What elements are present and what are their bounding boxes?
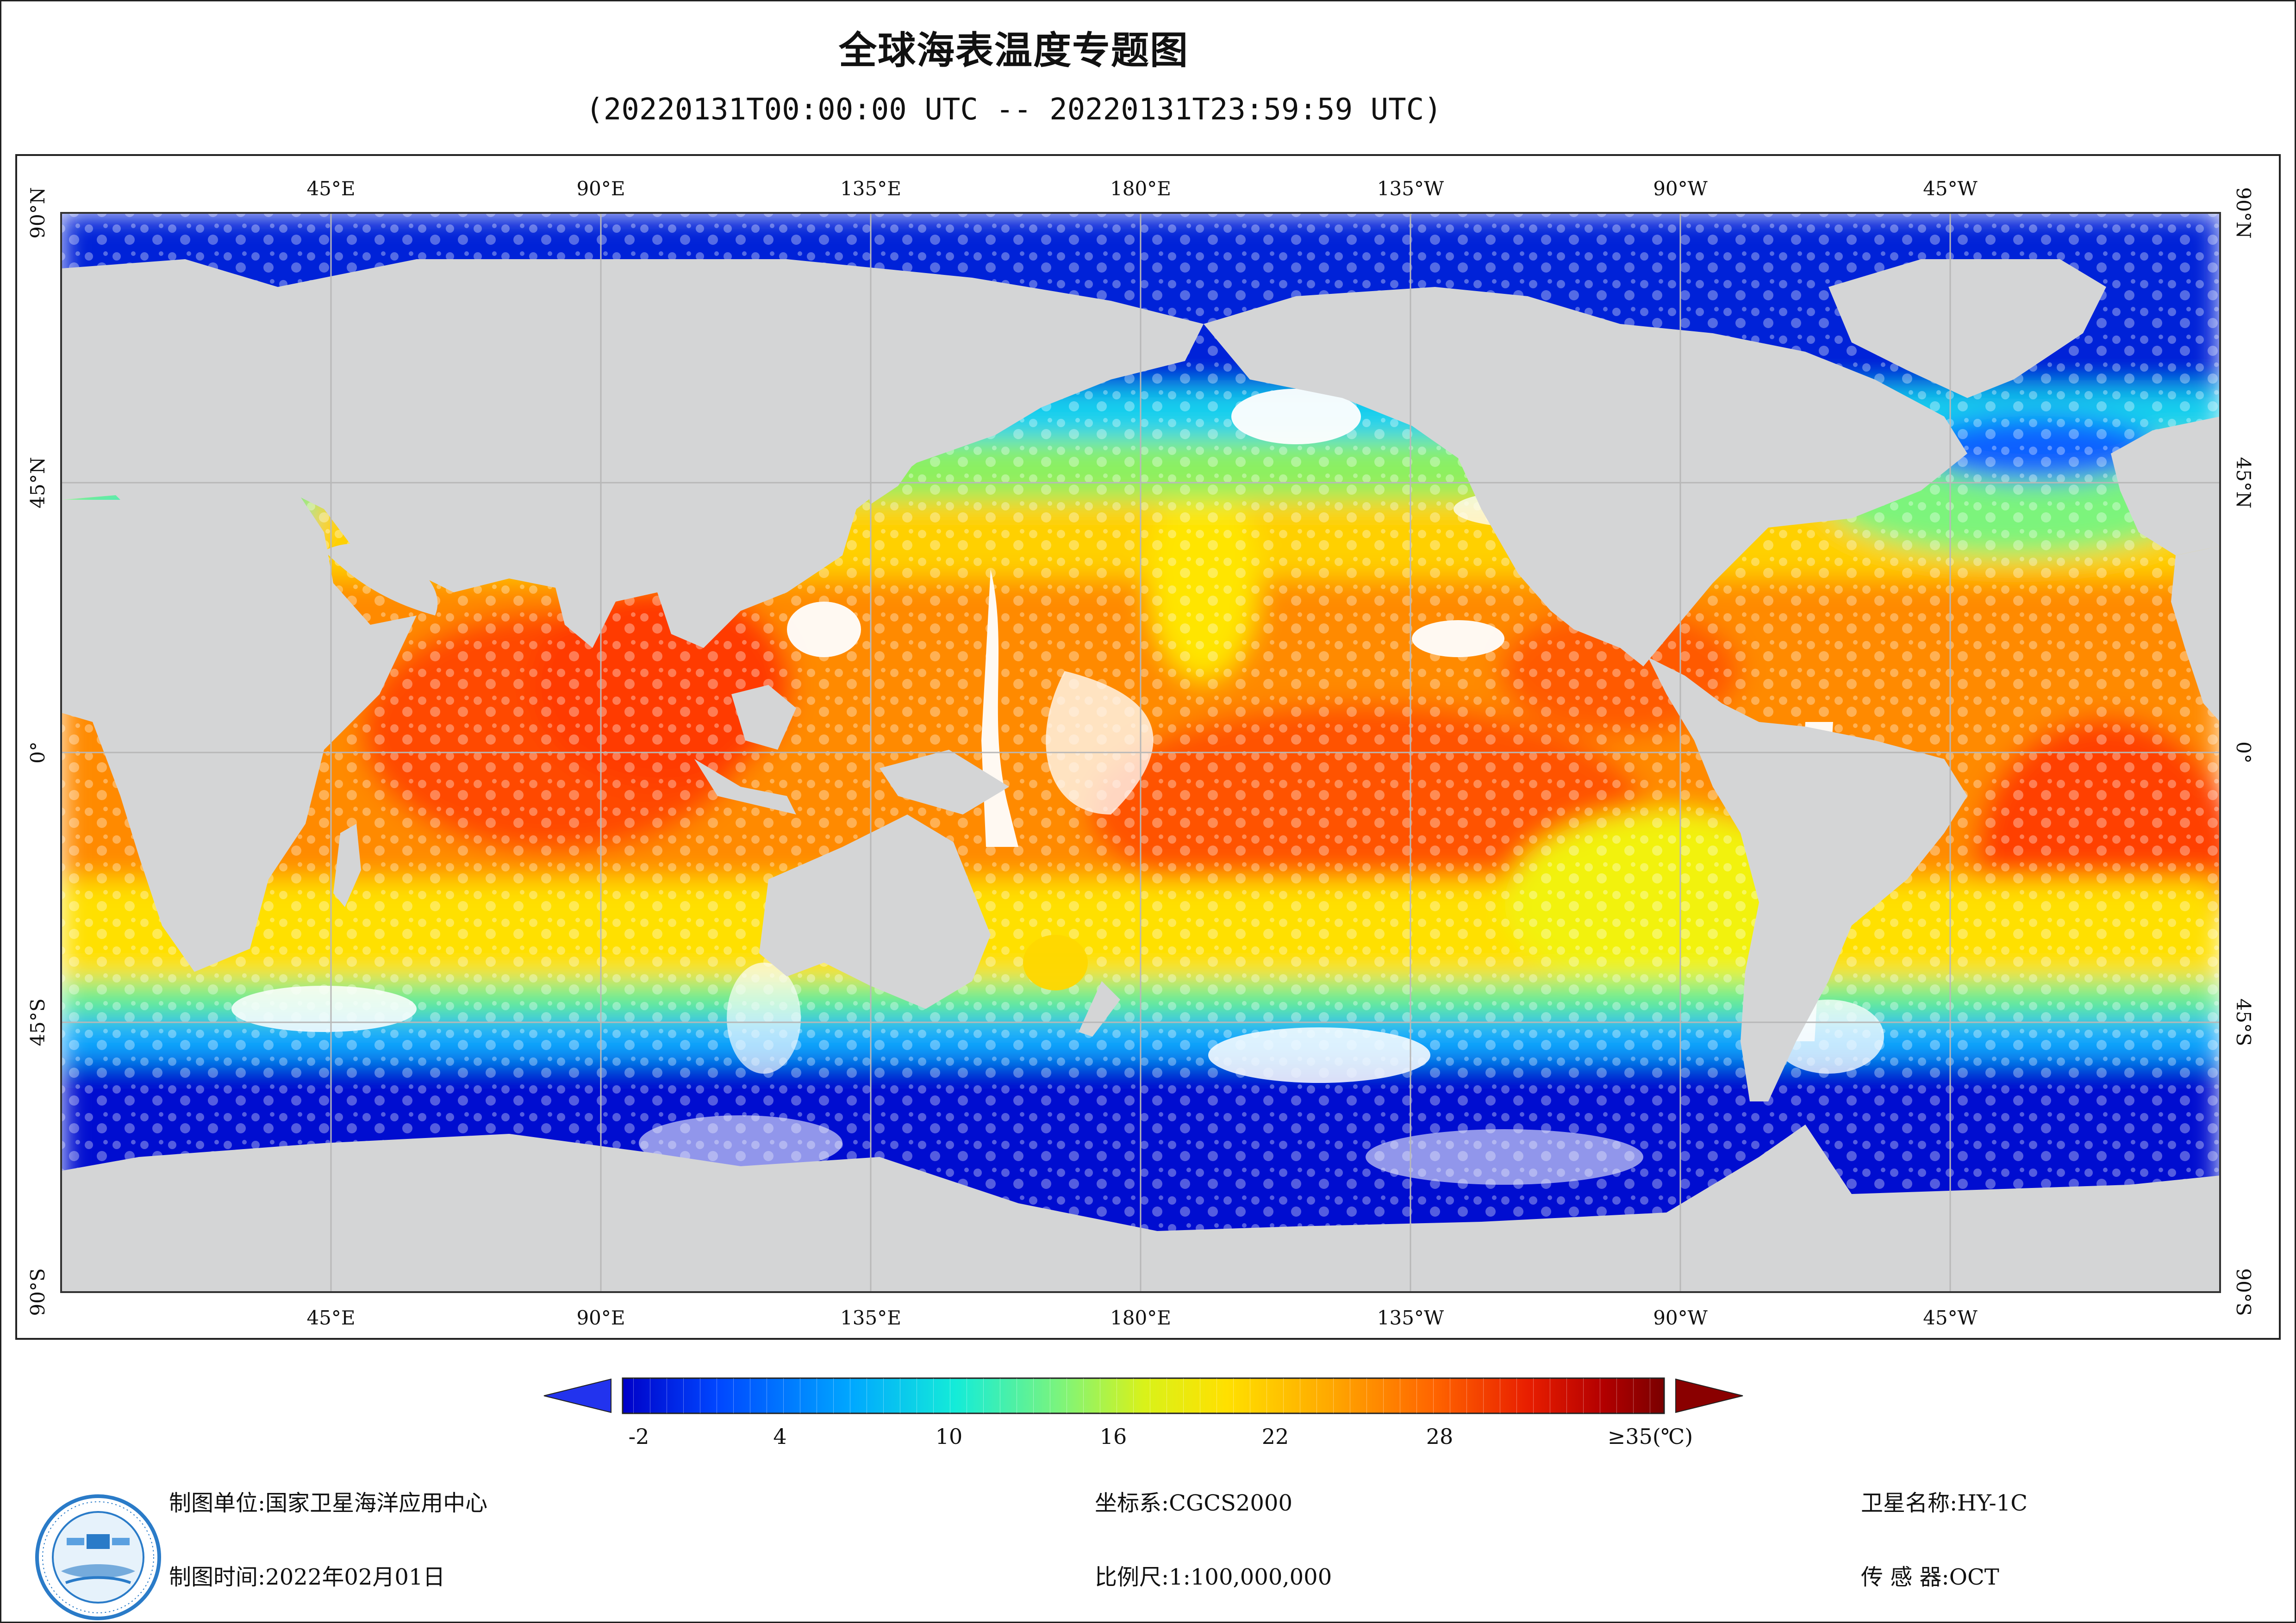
lon-label: 45°W bbox=[1923, 177, 1978, 200]
sst-raster bbox=[61, 213, 2220, 1292]
lon-label: 45°E bbox=[306, 1306, 355, 1329]
map-subtitle: (20220131T00:00:00 UTC -- 20220131T23:59… bbox=[586, 93, 1442, 127]
legend-tick-label: 10 bbox=[936, 1424, 963, 1449]
legend-min-arrow bbox=[543, 1378, 611, 1413]
legend-tick-label: ≥35(℃) bbox=[1608, 1424, 1693, 1449]
lat-label: 45°N bbox=[26, 457, 49, 508]
lon-label: 45°W bbox=[1923, 1306, 1978, 1329]
legend-tick-label: 4 bbox=[773, 1424, 786, 1449]
lon-label: 90°E bbox=[576, 177, 625, 200]
sst-map: 45°E 90°E 135°E 180°E 135°W 90°W 45°W 45… bbox=[26, 177, 2255, 1329]
lon-label: 135°E bbox=[840, 177, 901, 200]
coordinate-system-label: 坐标系:CGCS2000 bbox=[1095, 1490, 1293, 1516]
lat-label: 0° bbox=[26, 741, 49, 764]
legend-tick-label: 28 bbox=[1426, 1424, 1454, 1449]
color-legend: -2 4 10 16 22 28 ≥35(℃) bbox=[543, 1377, 1743, 1449]
lat-label: 45°N bbox=[2232, 457, 2255, 508]
lon-label: 90°E bbox=[576, 1306, 625, 1329]
legend-max-arrow bbox=[1675, 1378, 1743, 1413]
lat-label: 0° bbox=[2232, 741, 2255, 764]
producer-label: 制图单位:国家卫星海洋应用中心 bbox=[169, 1490, 488, 1516]
nsoas-logo-icon bbox=[35, 1494, 161, 1620]
graticule bbox=[61, 213, 2220, 1292]
lon-label: 135°W bbox=[1377, 1306, 1444, 1329]
production-date-label: 制图时间:2022年02月01日 bbox=[169, 1564, 445, 1590]
satellite-name-label: 卫星名称:HY-1C bbox=[1861, 1490, 2028, 1516]
map-frame bbox=[15, 154, 2281, 1340]
lat-label: 90°S bbox=[26, 1268, 49, 1316]
legend-tick-label: 22 bbox=[1262, 1424, 1289, 1449]
lon-label: 135°W bbox=[1377, 177, 1444, 200]
lon-label: 135°E bbox=[840, 1306, 901, 1329]
right-lat-labels: 90°N 45°N 0° 45°S 90°S bbox=[2232, 187, 2255, 1316]
lat-label: 45°S bbox=[2232, 998, 2255, 1046]
lat-label: 90°N bbox=[26, 187, 49, 238]
bottom-lon-labels: 45°E 90°E 135°E 180°E 135°W 90°W 45°W bbox=[306, 1306, 1978, 1329]
scale-label: 比例尺:1:100,000,000 bbox=[1095, 1564, 1332, 1590]
map-title: 全球海表温度专题图 bbox=[838, 29, 1189, 73]
lat-label: 90°S bbox=[2232, 1268, 2255, 1316]
sensor-label: 传 感 器:OCT bbox=[1861, 1564, 1999, 1590]
lon-label: 180°E bbox=[1110, 1306, 1171, 1329]
top-lon-labels: 45°E 90°E 135°E 180°E 135°W 90°W 45°W bbox=[306, 177, 1978, 200]
lat-label: 90°N bbox=[2232, 187, 2255, 238]
lon-label: 90°W bbox=[1653, 177, 1708, 200]
lat-label: 45°S bbox=[26, 998, 49, 1046]
left-lat-labels: 90°N 45°N 0° 45°S 90°S bbox=[26, 187, 49, 1316]
lon-label: 180°E bbox=[1110, 177, 1171, 200]
legend-tick-label: -2 bbox=[629, 1424, 649, 1449]
lon-label: 45°E bbox=[306, 177, 355, 200]
lon-label: 90°W bbox=[1653, 1306, 1708, 1329]
legend-tick-label: 16 bbox=[1100, 1424, 1127, 1449]
map-inner-border bbox=[60, 212, 2221, 1293]
